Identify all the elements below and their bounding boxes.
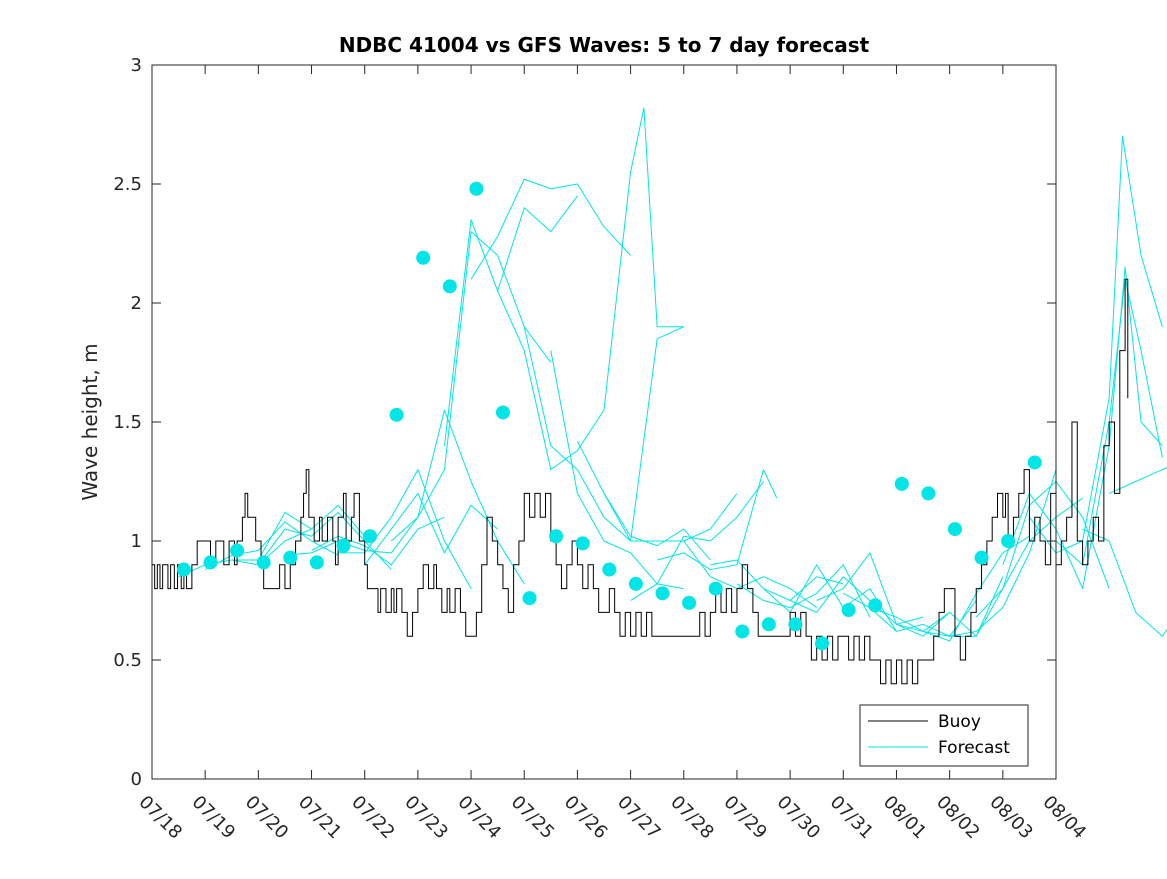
forecast-line: [257, 511, 392, 570]
forecast-line: [1055, 278, 1163, 566]
chart-title: NDBC 41004 vs GFS Waves: 5 to 7 day fore…: [339, 33, 870, 57]
plot-area: [152, 65, 1056, 779]
forecast-marker: [682, 595, 697, 610]
forecast-marker: [203, 555, 218, 570]
forecast-marker: [309, 555, 324, 570]
forecast-marker: [469, 181, 484, 196]
marks-layer: [152, 107, 1167, 685]
forecast-line: [1108, 466, 1167, 494]
forecast-line: [284, 516, 419, 556]
forecast-line: [231, 504, 366, 561]
forecast-line: [311, 516, 445, 566]
forecast-marker: [788, 617, 803, 632]
y-tick-label: 2: [131, 293, 142, 314]
forecast-line: [630, 481, 764, 601]
forecast-marker: [230, 543, 245, 558]
forecast-line: [364, 492, 498, 566]
forecast-line: [417, 231, 552, 518]
forecast-line: [178, 528, 312, 578]
forecast-line: [896, 535, 1030, 642]
y-axis-label: Wave height, m: [78, 343, 102, 500]
forecast-marker: [1027, 455, 1042, 470]
forecast-line: [1082, 528, 1167, 637]
forecast-marker: [974, 550, 989, 565]
forecast-marker: [735, 624, 750, 639]
forecast-line: [710, 559, 844, 601]
forecast-line: [338, 469, 472, 589]
legend-label-buoy: Buoy: [938, 712, 981, 732]
forecast-marker: [602, 562, 617, 577]
forecast-marker: [708, 581, 723, 596]
forecast-line: [550, 350, 684, 590]
forecast-line: [736, 564, 871, 618]
forecast-line: [975, 481, 1110, 618]
forecast-marker: [575, 536, 590, 551]
y-tick-label: 0.5: [113, 650, 142, 671]
forecast-line: [683, 540, 818, 609]
forecast-line: [789, 576, 924, 625]
forecast-marker: [549, 529, 564, 544]
forecast-marker: [947, 522, 962, 537]
y-tick-label: 0: [131, 769, 142, 790]
y-tick-label: 1.5: [113, 412, 142, 433]
forecast-marker: [1001, 534, 1016, 548]
forecast-line: [603, 493, 738, 542]
forecast-line: [869, 576, 1004, 637]
forecast-marker: [416, 250, 431, 265]
y-tick-label: 3: [131, 55, 142, 76]
forecast-line: [470, 178, 631, 280]
legend-label-forecast: Forecast: [938, 738, 1010, 758]
forecast-marker: [655, 586, 670, 601]
forecast-marker: [256, 555, 271, 570]
forecast-marker: [522, 591, 537, 606]
forecast-line: [443, 195, 578, 446]
forecast-marker: [894, 476, 909, 491]
legend-box: [859, 704, 1029, 767]
forecast-marker: [389, 407, 404, 422]
forecast-marker: [761, 617, 776, 632]
forecast-marker: [841, 603, 856, 618]
forecast-marker: [815, 636, 830, 651]
y-tick-label: 1: [131, 531, 142, 552]
forecast-line: [949, 497, 1083, 637]
forecast-marker: [363, 529, 378, 544]
legend: Buoy Forecast: [859, 704, 1029, 767]
forecast-marker: [336, 538, 351, 553]
forecast-marker: [283, 550, 298, 565]
forecast-line: [497, 107, 684, 471]
forecast-line: [523, 326, 684, 542]
forecast-line: [657, 469, 778, 571]
forecast-line: [390, 409, 525, 585]
forecast-marker: [176, 562, 191, 577]
buoy-line: [152, 278, 1129, 685]
forecast-marker: [495, 405, 510, 420]
forecast-line: [763, 564, 897, 632]
forecast-marker: [868, 598, 883, 613]
y-tick-label: 2.5: [113, 174, 142, 195]
forecast-marker: [442, 279, 457, 294]
forecast-marker: [628, 576, 643, 591]
forecast-line: [922, 469, 1057, 637]
forecast-marker: [921, 486, 936, 501]
